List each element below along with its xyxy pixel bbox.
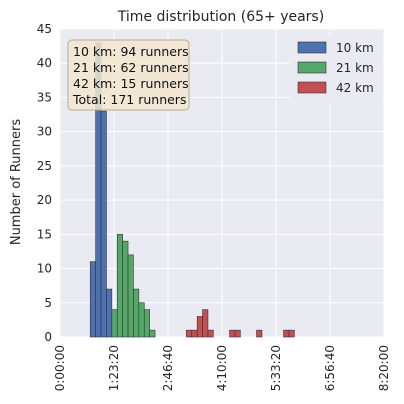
x-tick-label: 8:20:00 <box>377 345 391 391</box>
x-tick-label: 4:10:00 <box>215 345 229 391</box>
annotation-line: 42 km: 15 runners <box>73 76 189 91</box>
y-tick-label: 45 <box>37 22 52 36</box>
bar-21-km <box>127 254 134 338</box>
bar-42-km <box>256 329 263 338</box>
x-tick-label: 6:56:40 <box>323 345 337 391</box>
x-tick-label: 0:00:00 <box>53 345 67 391</box>
bar-42-km <box>202 309 209 338</box>
chart-title: Time distribution (65+ years) <box>117 9 324 25</box>
y-tick-label: 35 <box>37 90 52 104</box>
bar-21-km <box>149 329 156 338</box>
legend-label: 10 km <box>336 41 374 55</box>
annotation-line: 21 km: 62 runners <box>73 60 189 75</box>
bar-42-km <box>234 329 241 338</box>
y-axis-label: Number of Runners <box>9 119 24 246</box>
y-tick-label: 0 <box>44 330 52 344</box>
bar-42-km <box>196 316 203 338</box>
bar-21-km <box>111 309 118 338</box>
legend-label: 42 km <box>336 81 374 95</box>
bar-21-km <box>143 309 150 338</box>
bar-42-km <box>288 329 295 338</box>
legend: 10 km 21 km 42 km <box>290 36 382 104</box>
x-tick-label: 5:33:20 <box>269 345 283 391</box>
bar-21-km <box>138 302 145 338</box>
y-tick-label: 20 <box>37 193 52 207</box>
y-tick-label: 25 <box>37 159 52 173</box>
y-tick-label: 15 <box>37 227 52 241</box>
y-tick-label: 30 <box>37 125 52 139</box>
bar-42-km <box>186 329 193 338</box>
bar-21-km <box>116 234 123 338</box>
annotation-line: Total: 171 runners <box>72 92 186 107</box>
bar-42-km <box>191 329 198 338</box>
x-tick-label: 1:23:20 <box>107 345 121 391</box>
legend-swatch <box>297 41 327 54</box>
bar-42-km <box>207 329 214 338</box>
bar-21-km <box>122 240 129 338</box>
y-tick-label: 40 <box>37 56 52 70</box>
bar-10-km <box>100 110 107 338</box>
bar-21-km <box>133 288 140 338</box>
bar-42-km <box>283 329 290 338</box>
legend-label: 21 km <box>336 61 374 75</box>
legend-swatch <box>297 81 327 94</box>
annotation-background <box>67 39 190 111</box>
annotation-line: 10 km: 94 runners <box>73 44 189 59</box>
bar-10-km <box>106 288 113 338</box>
y-tick-label: 10 <box>37 262 52 276</box>
bar-10-km <box>89 261 96 338</box>
legend-swatch <box>297 61 327 74</box>
x-tick-label: 2:46:40 <box>161 345 175 391</box>
plot-area: 0 5 10 15 20 25 30 35 40 45 0:00:00 1:23:20 2:46:40 4… <box>37 22 391 391</box>
bar-42-km <box>229 329 236 338</box>
y-tick-label: 5 <box>44 296 52 310</box>
